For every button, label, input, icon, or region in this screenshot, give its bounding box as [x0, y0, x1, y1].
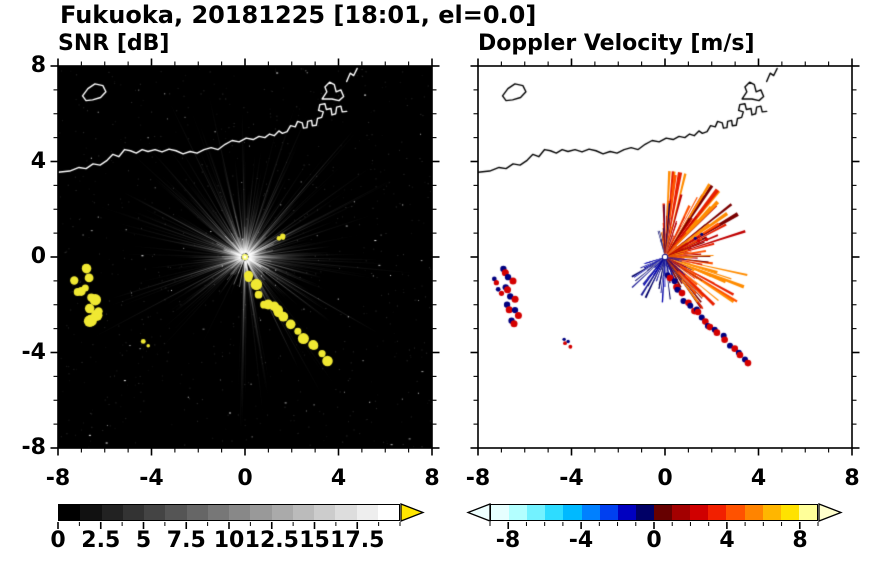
snr-colorbar-ticks: [57, 521, 401, 529]
colorbar-cell: [744, 505, 763, 520]
x-tick-label: -4: [559, 466, 584, 491]
colorbar-cell: [527, 505, 546, 520]
y-tick-label: -4: [21, 339, 46, 365]
x-tick-label: 4: [750, 466, 767, 491]
colorbar-cell: [762, 505, 781, 520]
doppler-colorbar-label: 8: [792, 528, 808, 553]
doppler-colorbar-label: 0: [646, 528, 662, 553]
colorbar-cell: [356, 505, 378, 520]
colorbar-cell: [101, 505, 123, 520]
x-tick-label: 0: [657, 466, 673, 491]
colorbar-cell: [599, 505, 618, 520]
doppler-colorbar: [490, 504, 818, 521]
colorbar-cell: [377, 505, 399, 520]
x-tick-label: -8: [465, 466, 491, 491]
colorbar-cell: [581, 505, 600, 520]
doppler-colorbar-under-arrow: [466, 503, 491, 522]
doppler-colorbar-label: -4: [568, 528, 594, 553]
x-tick-label: -8: [45, 466, 71, 491]
snr-colorbar-label: 7.5: [166, 528, 206, 553]
colorbar-cell: [635, 505, 654, 520]
x-tick-label: 8: [844, 466, 860, 491]
doppler-colorbar-over-arrow: [817, 503, 843, 522]
snr-panel-title: SNR [dB]: [58, 31, 170, 56]
colorbar-cell: [798, 505, 817, 520]
snr-colorbar-over-arrow: [399, 503, 425, 522]
colorbar-cell: [708, 505, 727, 520]
y-tick-label: 8: [30, 53, 46, 78]
colorbar-cell: [563, 505, 582, 520]
doppler-colorbar-ticks: [489, 521, 819, 529]
figure-title: Fukuoka, 20181225 [18:01, el=0.0]: [60, 1, 537, 29]
colorbar-cell: [617, 505, 636, 520]
arrow-shape: [399, 503, 425, 522]
colorbar-cell: [314, 505, 336, 520]
arrow-shape: [466, 503, 491, 522]
colorbar-cell: [207, 505, 229, 520]
y-tick-label: 4: [30, 148, 46, 174]
x-tick-label: 4: [330, 466, 347, 491]
doppler-plot: [470, 58, 860, 456]
arrow-shape: [817, 503, 843, 522]
snr-colorbar-label: 0: [50, 528, 66, 553]
colorbar-cell: [726, 505, 745, 520]
colorbar-cell: [271, 505, 293, 520]
x-tick-label: 0: [237, 466, 253, 491]
snr-colorbar-label: 17.5: [330, 528, 385, 553]
colorbar-cell: [653, 505, 673, 520]
colorbar-cell: [292, 505, 314, 520]
snr-colorbar-label: 5: [135, 528, 152, 553]
y-tick-label: -8: [21, 435, 46, 460]
snr-colorbar-label: 15: [299, 528, 330, 553]
y-tick-label: 0: [30, 244, 46, 269]
colorbar-cell: [672, 505, 691, 520]
snr-colorbar-label: 10: [213, 528, 245, 553]
colorbar-cell: [165, 505, 187, 520]
colorbar-cell: [780, 505, 799, 520]
colorbar-cell: [335, 505, 357, 520]
doppler-colorbar-label: -8: [495, 528, 521, 553]
colorbar-cell: [250, 505, 272, 520]
snr-colorbar-label: 12.5: [244, 528, 299, 553]
doppler-plot-canvas: [478, 66, 852, 448]
snr-colorbar: [58, 504, 400, 521]
colorbar-cell: [59, 505, 81, 520]
colorbar-cell: [80, 505, 102, 520]
snr-colorbar-label: 2.5: [81, 528, 121, 553]
doppler-colorbar-label: 4: [719, 528, 735, 553]
colorbar-cell: [186, 505, 208, 520]
colorbar-cell: [545, 505, 564, 520]
snr-plot-canvas: [58, 66, 432, 448]
colorbar-cell: [229, 505, 251, 520]
x-tick-label: -4: [139, 466, 164, 491]
doppler-panel-title: Doppler Velocity [m/s]: [478, 31, 755, 56]
colorbar-cell: [491, 505, 510, 520]
colorbar-cell: [122, 505, 144, 520]
colorbar-cell: [144, 505, 166, 520]
colorbar-cell: [509, 505, 528, 520]
colorbar-cell: [690, 505, 709, 520]
x-tick-label: 8: [424, 466, 440, 491]
snr-plot: [50, 58, 440, 456]
